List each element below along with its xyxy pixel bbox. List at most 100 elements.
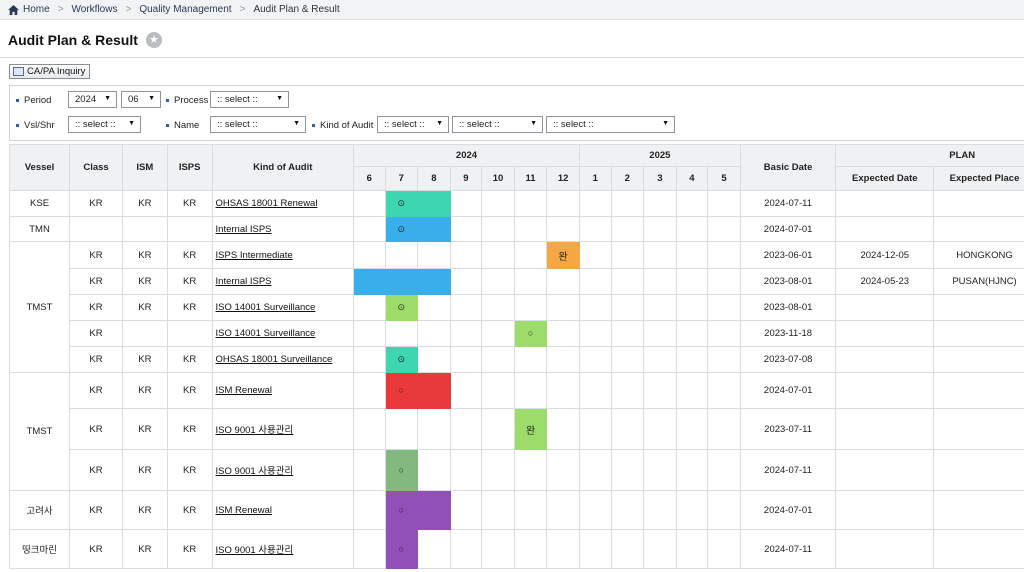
- schedule-cell[interactable]: [417, 190, 451, 217]
- schedule-cell[interactable]: [384, 268, 419, 295]
- schedule-cell[interactable]: [417, 294, 451, 321]
- schedule-cell[interactable]: [578, 449, 612, 491]
- schedule-cell[interactable]: [513, 268, 548, 295]
- schedule-cell[interactable]: [610, 372, 645, 409]
- kind-of-audit-link[interactable]: ISO 14001 Surveillance: [215, 302, 316, 313]
- schedule-cell[interactable]: [707, 294, 741, 321]
- kind-of-audit-link[interactable]: ISO 9001 사용관리: [215, 425, 294, 436]
- schedule-cell[interactable]: [481, 346, 515, 373]
- schedule-cell[interactable]: [449, 490, 483, 530]
- schedule-cell[interactable]: [610, 346, 645, 373]
- vsl-shr-select[interactable]: :: select :: ▼: [68, 116, 141, 133]
- schedule-cell[interactable]: [675, 241, 709, 269]
- schedule-cell[interactable]: [417, 216, 451, 242]
- schedule-cell[interactable]: ○: [384, 490, 419, 530]
- schedule-cell[interactable]: [675, 529, 709, 569]
- schedule-cell[interactable]: [610, 294, 645, 321]
- capa-inquiry-button[interactable]: CA/PA Inquiry: [9, 64, 91, 79]
- schedule-cell[interactable]: [353, 490, 386, 530]
- schedule-cell[interactable]: [449, 268, 483, 295]
- schedule-cell[interactable]: [707, 216, 741, 242]
- schedule-cell[interactable]: [481, 408, 515, 450]
- schedule-cell[interactable]: [417, 241, 451, 269]
- schedule-cell[interactable]: [643, 320, 677, 347]
- table-row[interactable]: KR KR KR Internal ISPS 2023-08-01 2024-05-23 P…: [10, 268, 1024, 295]
- schedule-cell[interactable]: [578, 190, 612, 217]
- schedule-cell[interactable]: [481, 449, 515, 491]
- schedule-cell[interactable]: ⊙: [384, 190, 419, 217]
- schedule-cell[interactable]: [417, 529, 451, 569]
- schedule-cell[interactable]: [417, 320, 451, 347]
- schedule-cell[interactable]: [353, 529, 386, 569]
- schedule-cell[interactable]: [643, 216, 677, 242]
- table-row[interactable]: 띵크마린 KR KR KR ISO 9001 사용관리 ○ 2024-07-11: [9, 529, 1024, 569]
- kind-of-audit-link[interactable]: ISM Renewal: [215, 385, 273, 396]
- kind-of-audit-select-1[interactable]: :: select :: ▼: [377, 116, 449, 133]
- table-row[interactable]: TMN Internal ISPS ⊙ 2024-07-01: [9, 216, 1024, 242]
- schedule-cell[interactable]: [643, 449, 677, 491]
- schedule-cell[interactable]: [610, 408, 645, 450]
- schedule-cell[interactable]: [513, 449, 548, 491]
- schedule-cell[interactable]: [449, 529, 483, 569]
- schedule-cell[interactable]: [675, 320, 709, 347]
- kind-of-audit-link[interactable]: OHSAS 18001 Surveillance: [215, 354, 333, 365]
- schedule-cell[interactable]: [578, 320, 612, 347]
- schedule-cell[interactable]: [417, 449, 451, 491]
- schedule-cell[interactable]: [353, 449, 386, 491]
- schedule-cell[interactable]: [513, 346, 548, 373]
- schedule-cell[interactable]: [707, 241, 741, 269]
- schedule-cell[interactable]: [707, 268, 741, 295]
- schedule-cell[interactable]: ○: [384, 372, 419, 409]
- schedule-cell[interactable]: [707, 449, 741, 491]
- schedule-cell[interactable]: [707, 346, 741, 373]
- schedule-cell[interactable]: ⊙: [384, 216, 419, 242]
- schedule-cell[interactable]: [481, 320, 515, 347]
- schedule-cell[interactable]: [610, 216, 645, 242]
- schedule-cell[interactable]: [481, 216, 515, 242]
- schedule-cell[interactable]: [707, 320, 741, 347]
- schedule-cell[interactable]: [546, 490, 580, 530]
- kind-of-audit-select-3[interactable]: :: select :: ▼: [546, 116, 675, 133]
- schedule-cell[interactable]: [481, 490, 515, 530]
- schedule-cell[interactable]: [449, 449, 483, 491]
- schedule-cell[interactable]: [643, 490, 677, 530]
- schedule-cell[interactable]: [610, 529, 645, 569]
- schedule-cell[interactable]: [353, 190, 386, 217]
- schedule-cell[interactable]: [513, 490, 548, 530]
- schedule-cell[interactable]: [610, 449, 645, 491]
- schedule-cell[interactable]: [675, 268, 709, 295]
- kind-of-audit-link[interactable]: ISO 9001 사용관리: [215, 545, 294, 556]
- table-row[interactable]: TMST KR KR KR ISPS Intermediate 완 2023-06-01 20…: [9, 241, 1024, 373]
- schedule-cell[interactable]: [675, 372, 709, 409]
- schedule-cell[interactable]: [610, 268, 645, 295]
- period-month-select[interactable]: 06 ▼: [121, 91, 161, 108]
- breadcrumb-quality-management[interactable]: Quality Management: [139, 4, 232, 15]
- schedule-cell[interactable]: [675, 294, 709, 321]
- schedule-cell[interactable]: [449, 372, 483, 409]
- schedule-cell[interactable]: [384, 241, 419, 269]
- schedule-cell[interactable]: ○: [384, 529, 419, 569]
- schedule-cell[interactable]: [643, 346, 677, 373]
- breadcrumb-workflows[interactable]: Workflows: [71, 4, 118, 15]
- name-select[interactable]: :: select :: ▼: [210, 116, 306, 133]
- schedule-cell[interactable]: [417, 372, 451, 409]
- schedule-cell[interactable]: [449, 320, 483, 347]
- schedule-cell[interactable]: [481, 372, 515, 409]
- schedule-cell[interactable]: [353, 268, 386, 295]
- schedule-cell[interactable]: [513, 190, 548, 217]
- table-row[interactable]: KR KR KR OHSAS 18001 Surveillance ⊙ 2023-07-0…: [10, 346, 1024, 373]
- schedule-cell[interactable]: [546, 408, 580, 450]
- schedule-cell[interactable]: [707, 190, 741, 217]
- schedule-cell[interactable]: [513, 216, 548, 242]
- schedule-cell[interactable]: [546, 268, 580, 295]
- schedule-cell[interactable]: [578, 294, 612, 321]
- process-select[interactable]: :: select :: ▼: [210, 91, 289, 108]
- schedule-cell[interactable]: [417, 408, 451, 450]
- schedule-cell[interactable]: [675, 346, 709, 373]
- schedule-cell[interactable]: [353, 241, 386, 269]
- schedule-cell[interactable]: [417, 346, 451, 373]
- table-row[interactable]: TMST KR KR KR ISM Renewal ○ 2024-07-01: [9, 372, 1024, 491]
- schedule-cell[interactable]: [610, 490, 645, 530]
- schedule-cell[interactable]: [384, 408, 419, 450]
- kind-of-audit-link[interactable]: Internal ISPS: [215, 276, 272, 287]
